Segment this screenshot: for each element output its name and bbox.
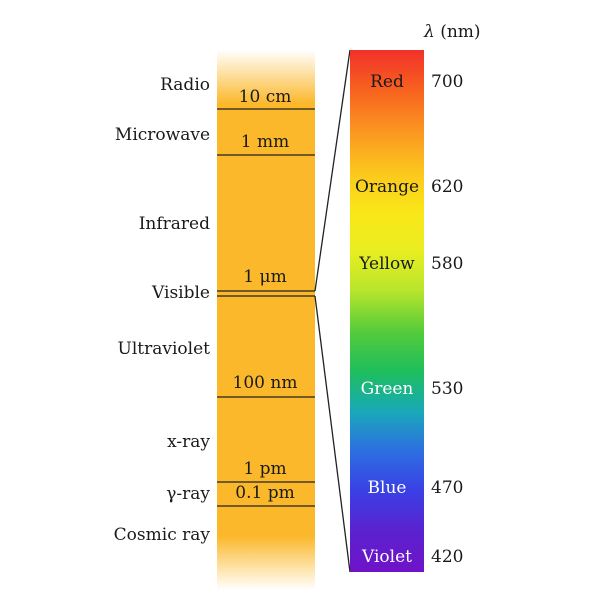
region-microwave: Microwave <box>114 125 210 145</box>
scale-label-100nm: 100 nm <box>232 373 298 393</box>
wavelength-700: 700 <box>431 72 464 92</box>
scale-label-1pm: 1 pm <box>243 459 287 479</box>
connector-top <box>314 49 351 292</box>
region-xray: x-ray <box>167 432 210 452</box>
scale-label-01pm: 0.1 pm <box>235 483 295 503</box>
color-name-orange: Orange <box>354 177 420 197</box>
wavelength-band <box>217 50 315 590</box>
color-name-red: Red <box>370 72 404 92</box>
wavelength-420: 420 <box>431 547 464 567</box>
axis-unit: (nm) <box>440 22 481 42</box>
color-name-violet: Violet <box>362 547 412 567</box>
scale-tick-lines <box>217 108 315 507</box>
visible-connectors <box>314 49 351 573</box>
color-name-blue: Blue <box>367 478 407 498</box>
region-ultraviolet: Ultraviolet <box>117 339 210 359</box>
wavelength-580: 580 <box>431 254 464 274</box>
scale-label-1um: 1 μm <box>243 267 287 287</box>
lambda-symbol: λ <box>424 22 435 42</box>
region-radio: Radio <box>160 75 210 95</box>
scale-label-10cm: 10 cm <box>238 87 292 107</box>
region-visible: Visible <box>152 283 210 303</box>
color-name-green: Green <box>360 379 414 399</box>
wavelength-470: 470 <box>431 478 464 498</box>
color-name-yellow: Yellow <box>359 254 415 274</box>
scale-label-1mm: 1 mm <box>240 132 290 152</box>
wavelength-axis-title: λ (nm) <box>424 24 481 41</box>
region-cosmicray: Cosmic ray <box>113 525 210 545</box>
wavelength-620: 620 <box>431 177 464 197</box>
visible-spectrum-bar <box>350 50 424 572</box>
wavelength-530: 530 <box>431 379 464 399</box>
connector-bottom <box>314 295 351 573</box>
region-gammaray: γ-ray <box>166 484 210 504</box>
region-infrared: Infrared <box>138 214 210 234</box>
